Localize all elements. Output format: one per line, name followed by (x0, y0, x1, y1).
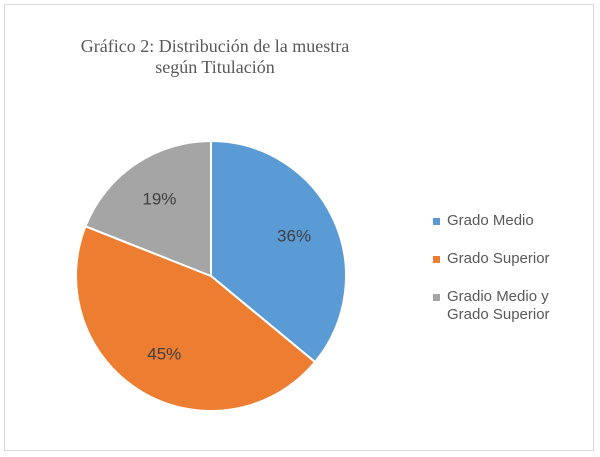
legend-label: Gradio Medio y Grado Superior (447, 288, 550, 323)
chart-frame (4, 4, 594, 451)
legend-entry: Grado Superior (433, 250, 593, 268)
legend-entry: Grado Medio (433, 212, 593, 230)
pie-slice (84, 139, 212, 278)
legend: Grado Medio Grado Superior Gradio Medio y … (433, 212, 593, 344)
legend-label: Grado Superior (447, 250, 550, 267)
legend-swatch (433, 218, 440, 225)
chart-title: Gráfico 2: Distribución de la muestra se… (80, 36, 350, 77)
legend-label: Grado Medio (447, 212, 534, 229)
data-label: 19% (142, 190, 176, 209)
legend-swatch (433, 294, 440, 301)
pie-slice (210, 139, 347, 364)
legend-swatch (433, 256, 440, 263)
legend-entry: Gradio Medio y Grado Superior (433, 288, 593, 324)
data-label: 45% (147, 345, 181, 364)
pie-slice (75, 225, 317, 412)
data-label: 36% (277, 226, 311, 245)
